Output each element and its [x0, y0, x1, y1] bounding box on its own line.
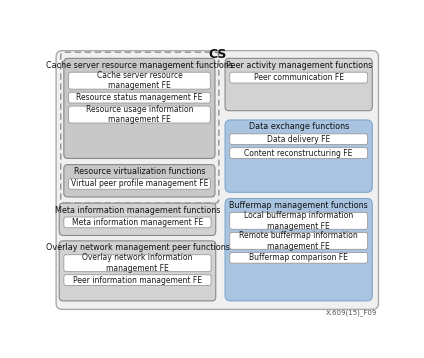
- Text: Local buffermap information
management FE: Local buffermap information management F…: [244, 211, 353, 231]
- Text: Peer activity management functions: Peer activity management functions: [226, 61, 372, 70]
- Text: Peer information management FE: Peer information management FE: [73, 276, 202, 285]
- Text: Cache server resource
management FE: Cache server resource management FE: [97, 71, 182, 90]
- FancyBboxPatch shape: [230, 252, 368, 263]
- Text: Resource usage information
management FE: Resource usage information management FE: [86, 105, 193, 124]
- Text: Overlay network management peer functions: Overlay network management peer function…: [45, 243, 229, 252]
- FancyBboxPatch shape: [230, 148, 368, 159]
- FancyBboxPatch shape: [64, 165, 215, 197]
- FancyBboxPatch shape: [64, 217, 211, 228]
- Text: Virtual peer profile management FE: Virtual peer profile management FE: [71, 179, 208, 188]
- FancyBboxPatch shape: [225, 58, 372, 111]
- FancyBboxPatch shape: [69, 179, 210, 189]
- Text: Buffermap management functions: Buffermap management functions: [229, 201, 368, 210]
- Text: CS: CS: [208, 48, 226, 61]
- Text: Meta information management FE: Meta information management FE: [72, 218, 203, 227]
- Text: Resource virtualization functions: Resource virtualization functions: [74, 167, 205, 176]
- FancyBboxPatch shape: [230, 134, 368, 145]
- FancyBboxPatch shape: [230, 212, 368, 229]
- FancyBboxPatch shape: [230, 232, 368, 249]
- FancyBboxPatch shape: [64, 255, 211, 272]
- FancyBboxPatch shape: [225, 120, 372, 192]
- FancyBboxPatch shape: [56, 51, 379, 309]
- FancyBboxPatch shape: [230, 72, 368, 83]
- Text: Data delivery FE: Data delivery FE: [267, 135, 330, 144]
- FancyBboxPatch shape: [225, 198, 372, 301]
- FancyBboxPatch shape: [69, 92, 210, 103]
- Text: Content reconstructuring FE: Content reconstructuring FE: [245, 149, 353, 158]
- Text: X.609(15)_F09: X.609(15)_F09: [326, 309, 377, 315]
- Text: Peer communication FE: Peer communication FE: [254, 73, 344, 82]
- Text: Data exchange functions: Data exchange functions: [248, 122, 349, 131]
- Text: Resource status management FE: Resource status management FE: [76, 93, 203, 102]
- FancyBboxPatch shape: [69, 72, 210, 89]
- FancyBboxPatch shape: [64, 275, 211, 286]
- Text: Overlay network information
management FE: Overlay network information management F…: [82, 253, 192, 273]
- Text: Cache server resource management functions: Cache server resource management functio…: [46, 61, 233, 70]
- FancyBboxPatch shape: [64, 58, 215, 159]
- FancyBboxPatch shape: [59, 203, 216, 236]
- Text: Buffermap comparison FE: Buffermap comparison FE: [249, 253, 348, 262]
- Text: Remote buffermap information
management FE: Remote buffermap information management …: [239, 231, 358, 251]
- FancyBboxPatch shape: [59, 241, 216, 301]
- FancyBboxPatch shape: [69, 106, 210, 123]
- Text: Meta information management functions: Meta information management functions: [55, 205, 220, 214]
